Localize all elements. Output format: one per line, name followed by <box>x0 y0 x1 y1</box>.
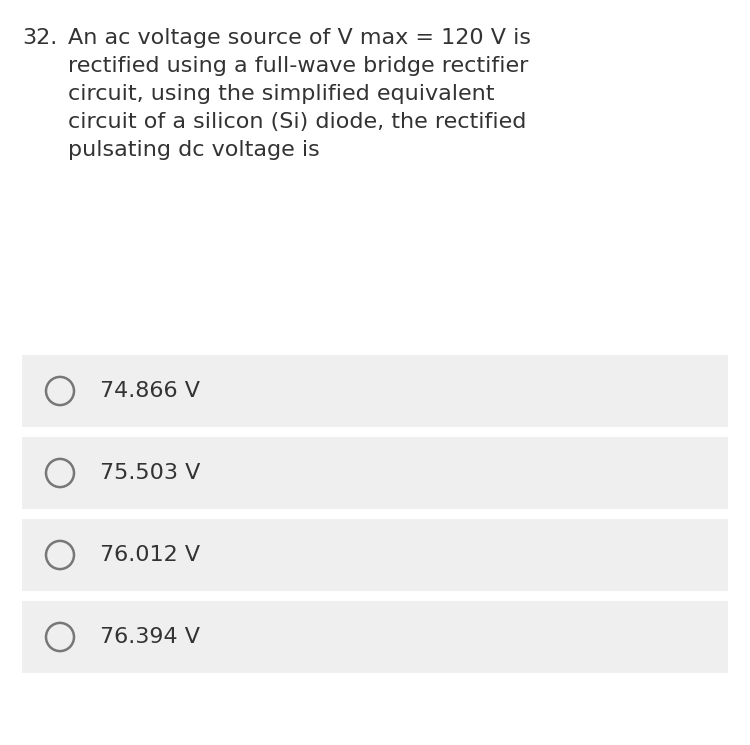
Text: 32.: 32. <box>22 28 57 48</box>
Bar <box>22 601 728 673</box>
Text: circuit, using the simplified equivalent: circuit, using the simplified equivalent <box>68 84 494 104</box>
Text: 75.503 V: 75.503 V <box>100 463 200 483</box>
Bar <box>22 355 728 427</box>
Text: pulsating dc voltage is: pulsating dc voltage is <box>68 140 320 160</box>
Text: rectified using a full-wave bridge rectifier: rectified using a full-wave bridge recti… <box>68 56 528 76</box>
Text: circuit of a silicon (Si) diode, the rectified: circuit of a silicon (Si) diode, the rec… <box>68 112 526 132</box>
Text: 76.394 V: 76.394 V <box>100 627 200 647</box>
Text: 76.012 V: 76.012 V <box>100 545 200 565</box>
Text: 74.866 V: 74.866 V <box>100 381 200 401</box>
Text: An ac voltage source of V max = 120 V is: An ac voltage source of V max = 120 V is <box>68 28 531 48</box>
Bar <box>22 519 728 591</box>
Bar <box>22 437 728 509</box>
